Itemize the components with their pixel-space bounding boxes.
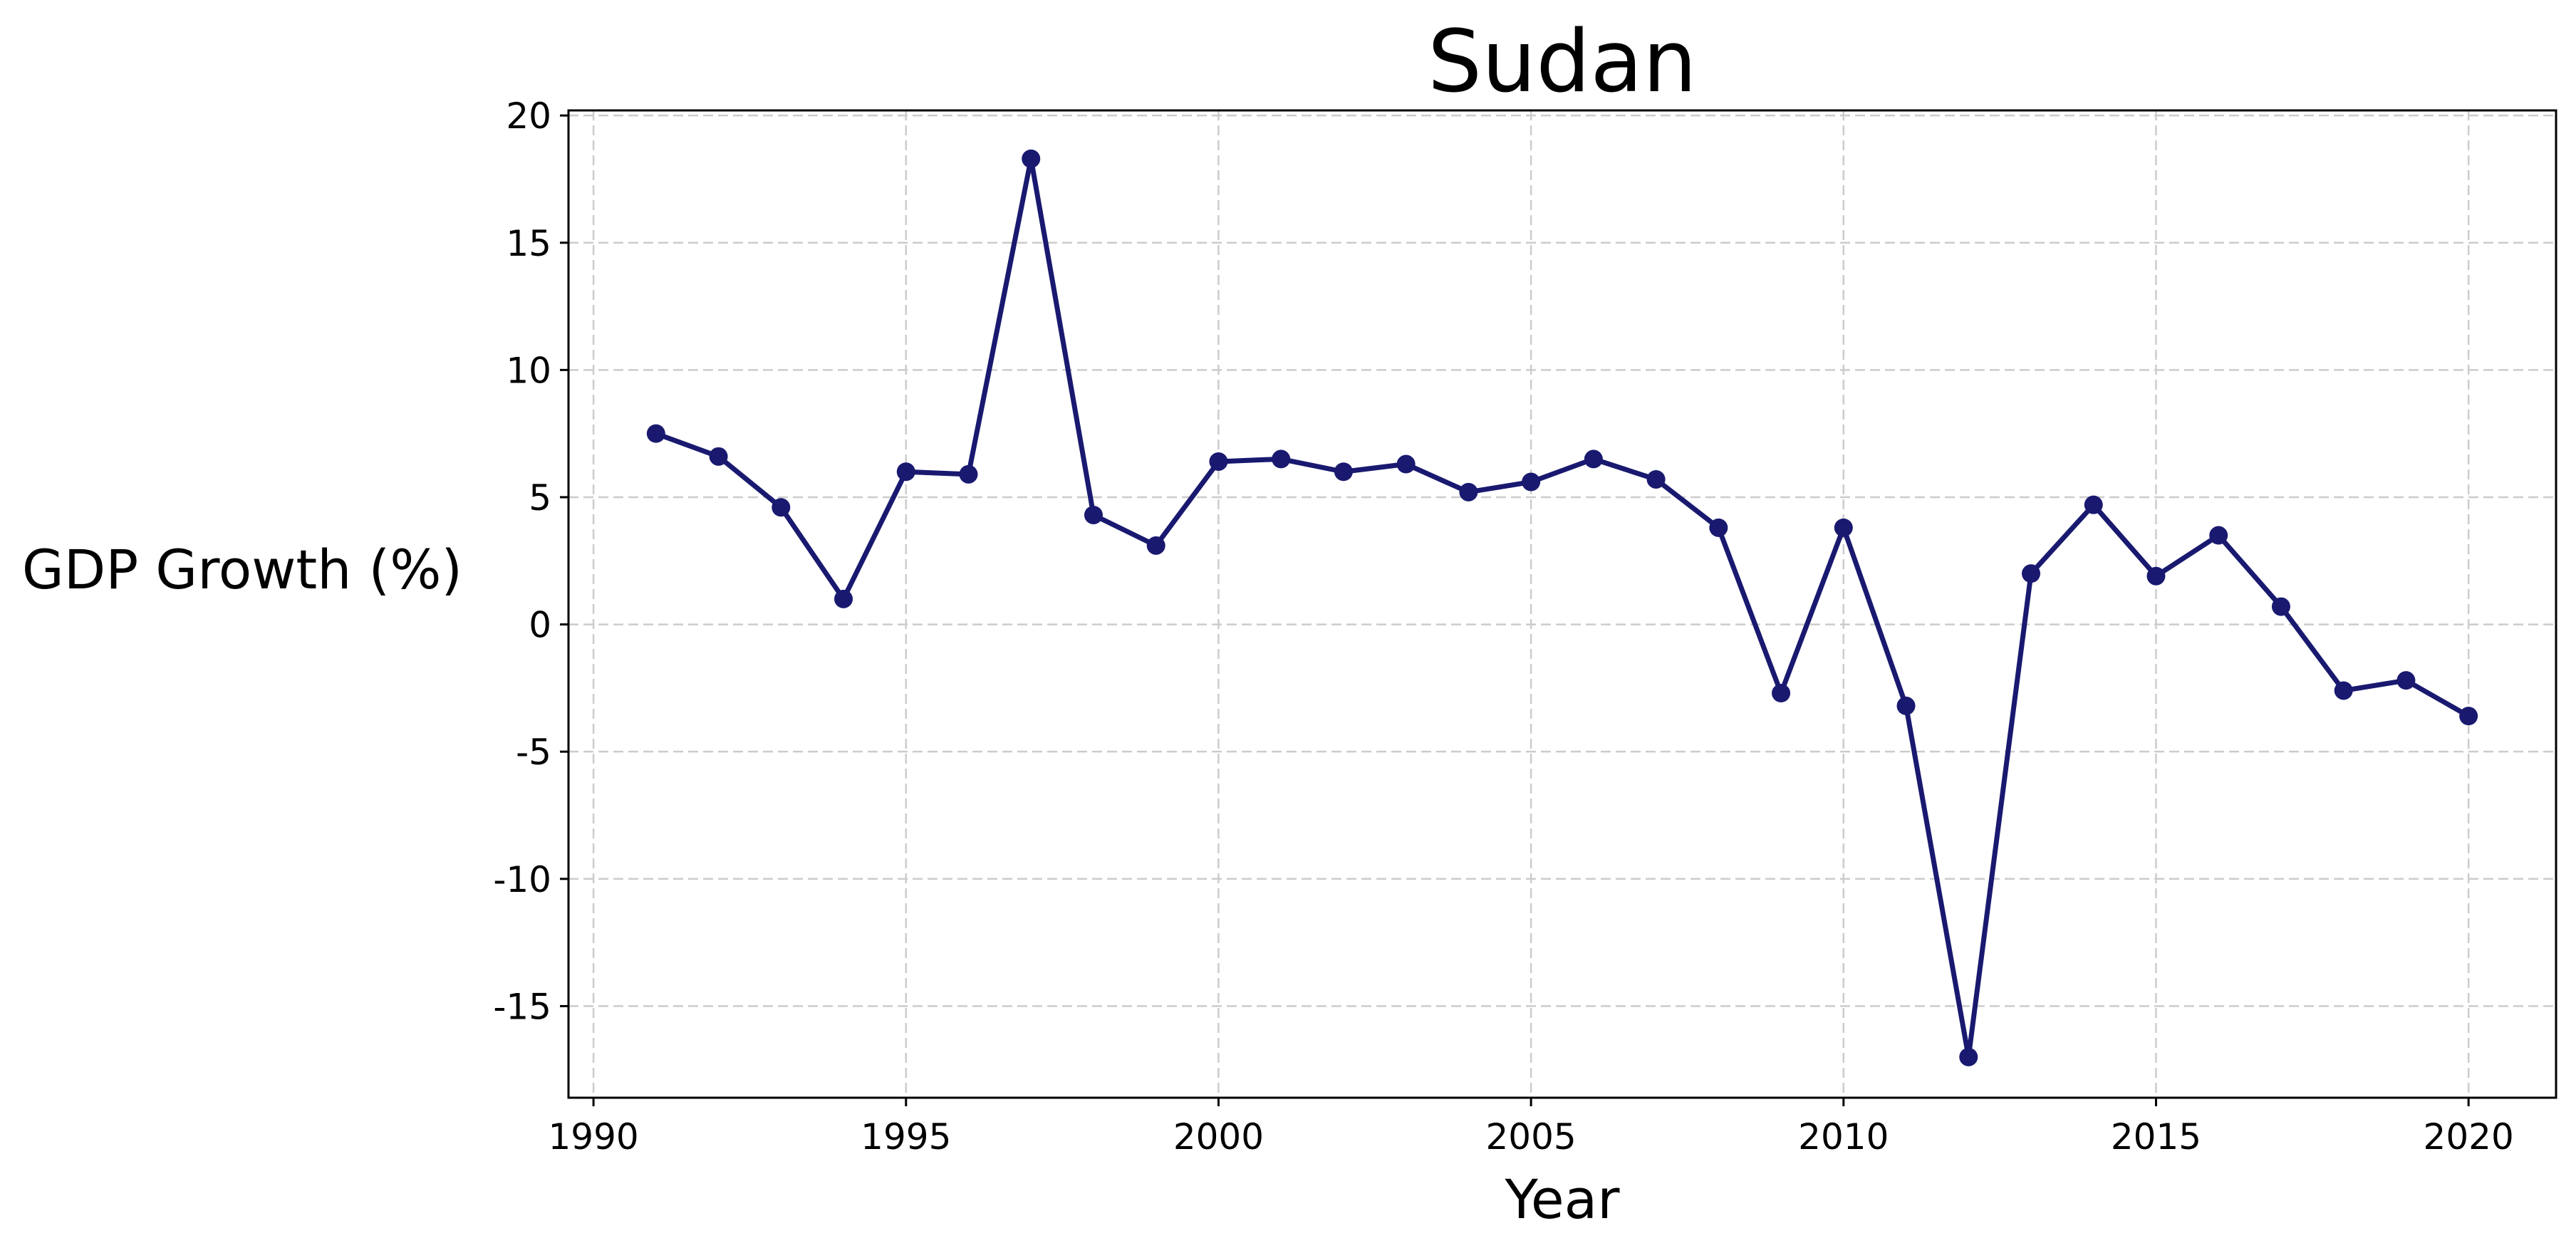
y-tick-label: 20 [506, 95, 551, 137]
data-point [2022, 564, 2041, 583]
x-tick-label: 2005 [1486, 1116, 1577, 1158]
data-point [2209, 526, 2228, 545]
x-tick-label: 1995 [861, 1116, 951, 1158]
plot-area-frame [567, 109, 2557, 1099]
data-point [959, 464, 978, 484]
tick-layer: 1990 1995 2000 2005 2010 2015 2020-15-10-50510… [493, 95, 2513, 1158]
data-point [1522, 472, 1541, 492]
data-point [1209, 452, 1228, 471]
x-axis-label: Year [1505, 1168, 1621, 1231]
x-tick-label: 2000 [1173, 1116, 1264, 1158]
data-point [1896, 696, 1916, 715]
data-point [1584, 449, 1603, 469]
data-point [1396, 454, 1416, 474]
data-point [1459, 482, 1478, 501]
data-point [1834, 518, 1853, 537]
data-point [1772, 684, 1791, 703]
x-tick-label: 2020 [2424, 1116, 2514, 1158]
y-tick-label: 10 [506, 350, 551, 391]
data-point [772, 498, 791, 517]
y-tick-label: -10 [493, 859, 551, 900]
y-tick-label: 5 [529, 477, 551, 519]
data-point [2146, 566, 2166, 586]
grid-layer [568, 110, 2556, 1098]
data-point [709, 447, 728, 466]
series-line [653, 156, 2471, 1060]
x-tick-label: 1990 [548, 1116, 638, 1158]
data-point [1146, 536, 1165, 555]
data-point [646, 424, 665, 443]
y-tick-label: -15 [493, 986, 551, 1027]
data-point [1022, 149, 1041, 168]
y-tick-label: 15 [506, 223, 551, 264]
data-point [2396, 671, 2416, 690]
y-tick-label: 0 [529, 605, 551, 646]
data-point [1646, 469, 1666, 489]
data-point [2334, 681, 2353, 700]
data-point [1272, 449, 1291, 469]
data-point [1709, 518, 1728, 537]
data-point [1959, 1047, 1978, 1066]
series-layer [646, 149, 2478, 1066]
data-point [896, 462, 915, 482]
y-tick-label: -5 [516, 732, 551, 773]
data-point [2459, 707, 2478, 726]
data-point [1084, 505, 1103, 524]
data-point [834, 589, 853, 608]
chart-title: Sudan [1428, 13, 1697, 112]
x-tick-label: 2010 [1798, 1116, 1889, 1158]
data-point [2084, 495, 2103, 514]
x-tick-label: 2015 [2111, 1116, 2201, 1158]
y-axis-label: GDP Growth (%) [22, 538, 462, 601]
data-point [1334, 462, 1353, 482]
data-point [2271, 597, 2290, 616]
